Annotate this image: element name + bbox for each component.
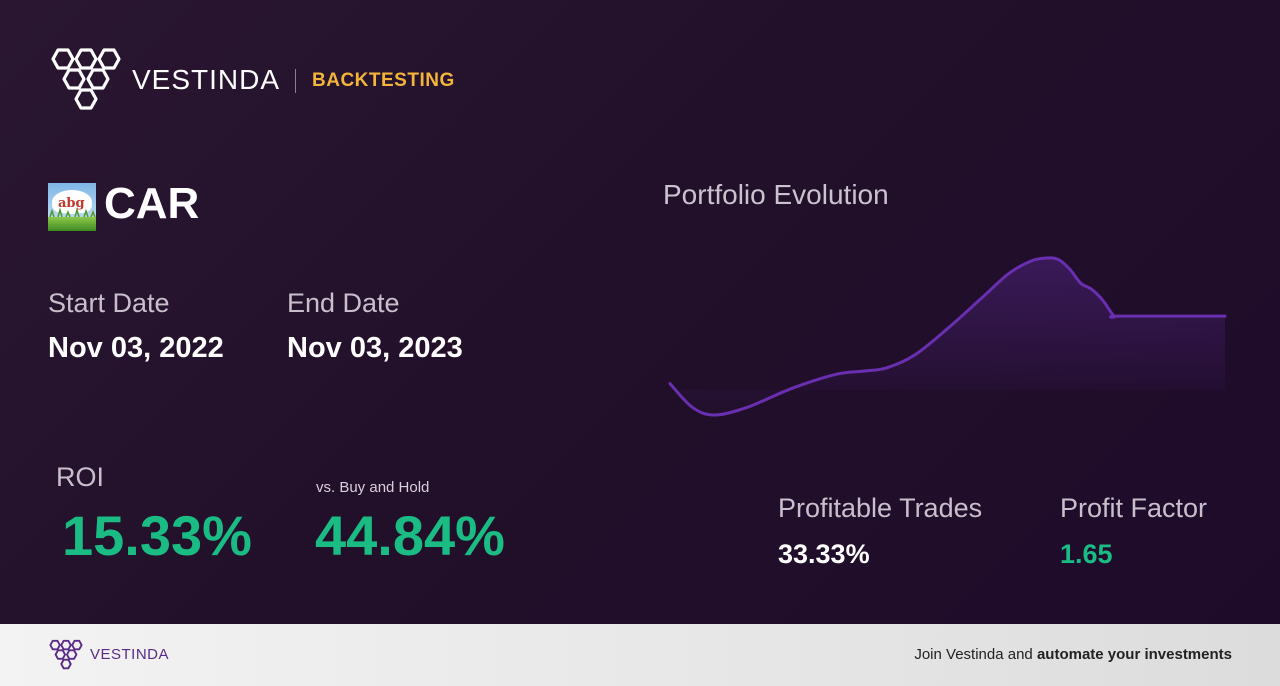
footer-bar: [0, 624, 1280, 686]
profit-factor-value: 1.65: [1060, 539, 1113, 569]
start-date-value: Nov 03, 2022: [48, 332, 224, 364]
brand-section-label: BACKTESTING: [312, 70, 455, 91]
footer-cta-bold: automate your investments: [1036, 646, 1232, 663]
start-date-label: Start Date: [48, 288, 170, 318]
roi-value: 15.33%: [62, 504, 252, 567]
abg-logo-icon: abg: [48, 183, 96, 231]
roi-label: ROI: [56, 462, 105, 492]
profitable-trades-value: 33.33%: [778, 539, 870, 569]
footer-brand-name: VESTINDA: [90, 646, 170, 663]
abg-logo-text: abg: [58, 196, 85, 211]
portfolio-chart: [668, 256, 1227, 417]
vestinda-footer-logo-icon: [49, 639, 83, 670]
vestinda-logo-icon: [51, 48, 121, 110]
svg-text:abg: abg: [58, 196, 85, 211]
end-date-value: Nov 03, 2023: [287, 332, 463, 364]
backtest-card: VESTINDA BACKTESTING abg: [0, 0, 1280, 624]
brand-name: VESTINDA: [132, 64, 281, 95]
vs-buy-hold-value: 44.84%: [315, 504, 505, 567]
end-date-label: End Date: [287, 288, 400, 318]
chart-title: Portfolio Evolution: [663, 179, 889, 210]
brand-divider: [295, 69, 296, 93]
footer-cta-plain: Join Vestinda and: [914, 646, 1037, 663]
profitable-trades-label: Profitable Trades: [778, 493, 983, 523]
vs-buy-hold-label: vs. Buy and Hold: [316, 479, 430, 496]
chart-series-line: [668, 256, 1227, 417]
chart-area: [670, 257, 1225, 415]
footer-cta[interactable]: Join Vestinda and automate your investme…: [914, 646, 1232, 664]
profit-factor-label: Profit Factor: [1060, 493, 1208, 523]
ticker-symbol: CAR: [104, 179, 200, 228]
